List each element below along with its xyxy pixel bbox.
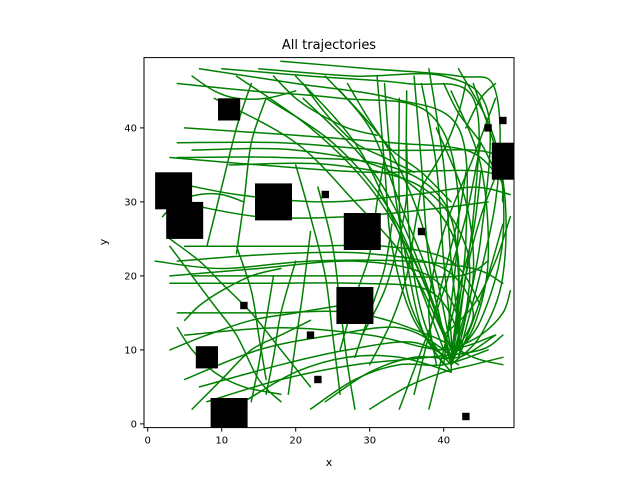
trajectory-line	[428, 171, 482, 410]
trajectory-line	[420, 82, 453, 373]
trajectory-line	[398, 141, 482, 410]
trajectory-line	[309, 349, 489, 410]
obstacle	[484, 124, 492, 132]
trajectory-layer	[154, 60, 512, 410]
trajectory-line	[361, 141, 408, 336]
trajectory-line	[435, 127, 475, 366]
chart-title: All trajectories	[282, 38, 376, 53]
x-tick-label: 10	[215, 436, 228, 447]
obstacle-layer	[155, 98, 514, 428]
obstacle	[321, 190, 329, 199]
x-tick-label: 20	[289, 436, 302, 447]
trajectory-line	[442, 215, 512, 336]
trajectory-line	[176, 326, 282, 396]
trajectory-line	[368, 186, 423, 366]
obstacle	[195, 346, 218, 369]
y-axis-label: y	[97, 238, 110, 245]
trajectory-line	[442, 82, 497, 174]
obstacle	[336, 287, 374, 324]
trajectory-line	[287, 230, 312, 396]
trajectory-line	[198, 67, 469, 359]
trajectory-line	[169, 245, 282, 403]
y-tick-label: 10	[124, 345, 137, 356]
trajectory-line	[176, 251, 475, 359]
trajectory-line	[368, 356, 504, 410]
trajectory-line	[457, 223, 504, 359]
obstacle	[417, 227, 426, 236]
obstacle	[462, 412, 470, 421]
x-tick-label: 30	[363, 436, 376, 447]
trajectory-line	[191, 319, 312, 410]
trajectory-line	[169, 238, 312, 388]
trajectory-line	[235, 245, 267, 381]
trajectory-line	[206, 334, 504, 403]
trajectory-line	[450, 90, 490, 359]
obstacle	[255, 183, 292, 221]
trajectory-line	[235, 97, 267, 255]
trajectory-line	[280, 60, 501, 359]
obstacle	[166, 201, 204, 239]
trajectory-line	[243, 354, 452, 403]
trajectory-line	[206, 82, 253, 248]
trajectory-line	[339, 90, 452, 351]
trajectory-line	[450, 82, 507, 366]
trajectory-line	[354, 223, 393, 359]
obstacle	[306, 331, 315, 339]
trajectory-line	[346, 82, 452, 203]
trajectory-line	[213, 97, 445, 336]
trajectory-line	[265, 260, 297, 396]
obstacle	[210, 398, 248, 428]
trajectory-line	[257, 67, 491, 351]
trajectory-line	[272, 75, 378, 137]
y-tick-label: 20	[124, 271, 137, 282]
trajectory-line	[176, 310, 504, 366]
x-tick-label: 40	[437, 436, 450, 447]
y-axis: 0 10 20 30 40	[124, 123, 144, 430]
trajectory-line	[169, 260, 461, 366]
trajectory-line	[450, 289, 512, 351]
trajectory-line	[294, 164, 341, 396]
obstacle	[240, 301, 248, 310]
trajectory-line	[420, 82, 467, 188]
obstacle	[499, 116, 507, 125]
trajectory-line	[191, 147, 460, 351]
obstacle	[314, 375, 322, 384]
y-tick-label: 30	[124, 197, 137, 208]
trajectory-line	[324, 334, 497, 403]
trajectory-line	[376, 75, 452, 366]
trajectory-line	[220, 67, 480, 366]
trajectory-line	[176, 141, 504, 159]
trajectory-line	[302, 82, 415, 174]
obstacle	[218, 98, 241, 121]
obstacle	[343, 213, 381, 250]
plot-frame	[143, 57, 515, 429]
y-tick-label: 40	[124, 123, 137, 134]
x-axis-label: x	[326, 456, 333, 469]
x-axis: 0 10 20 30 40	[145, 427, 450, 447]
trajectory-line	[413, 171, 467, 396]
y-tick-label: 0	[131, 419, 137, 430]
obstacle	[491, 142, 514, 180]
x-tick-label: 0	[145, 436, 151, 447]
trajectory-line	[465, 82, 497, 129]
trajectory-line	[428, 67, 460, 366]
trajectory-line	[183, 267, 282, 322]
trajectory-line	[457, 156, 504, 336]
trajectory-line	[169, 304, 341, 351]
trajectory-line	[161, 178, 512, 203]
